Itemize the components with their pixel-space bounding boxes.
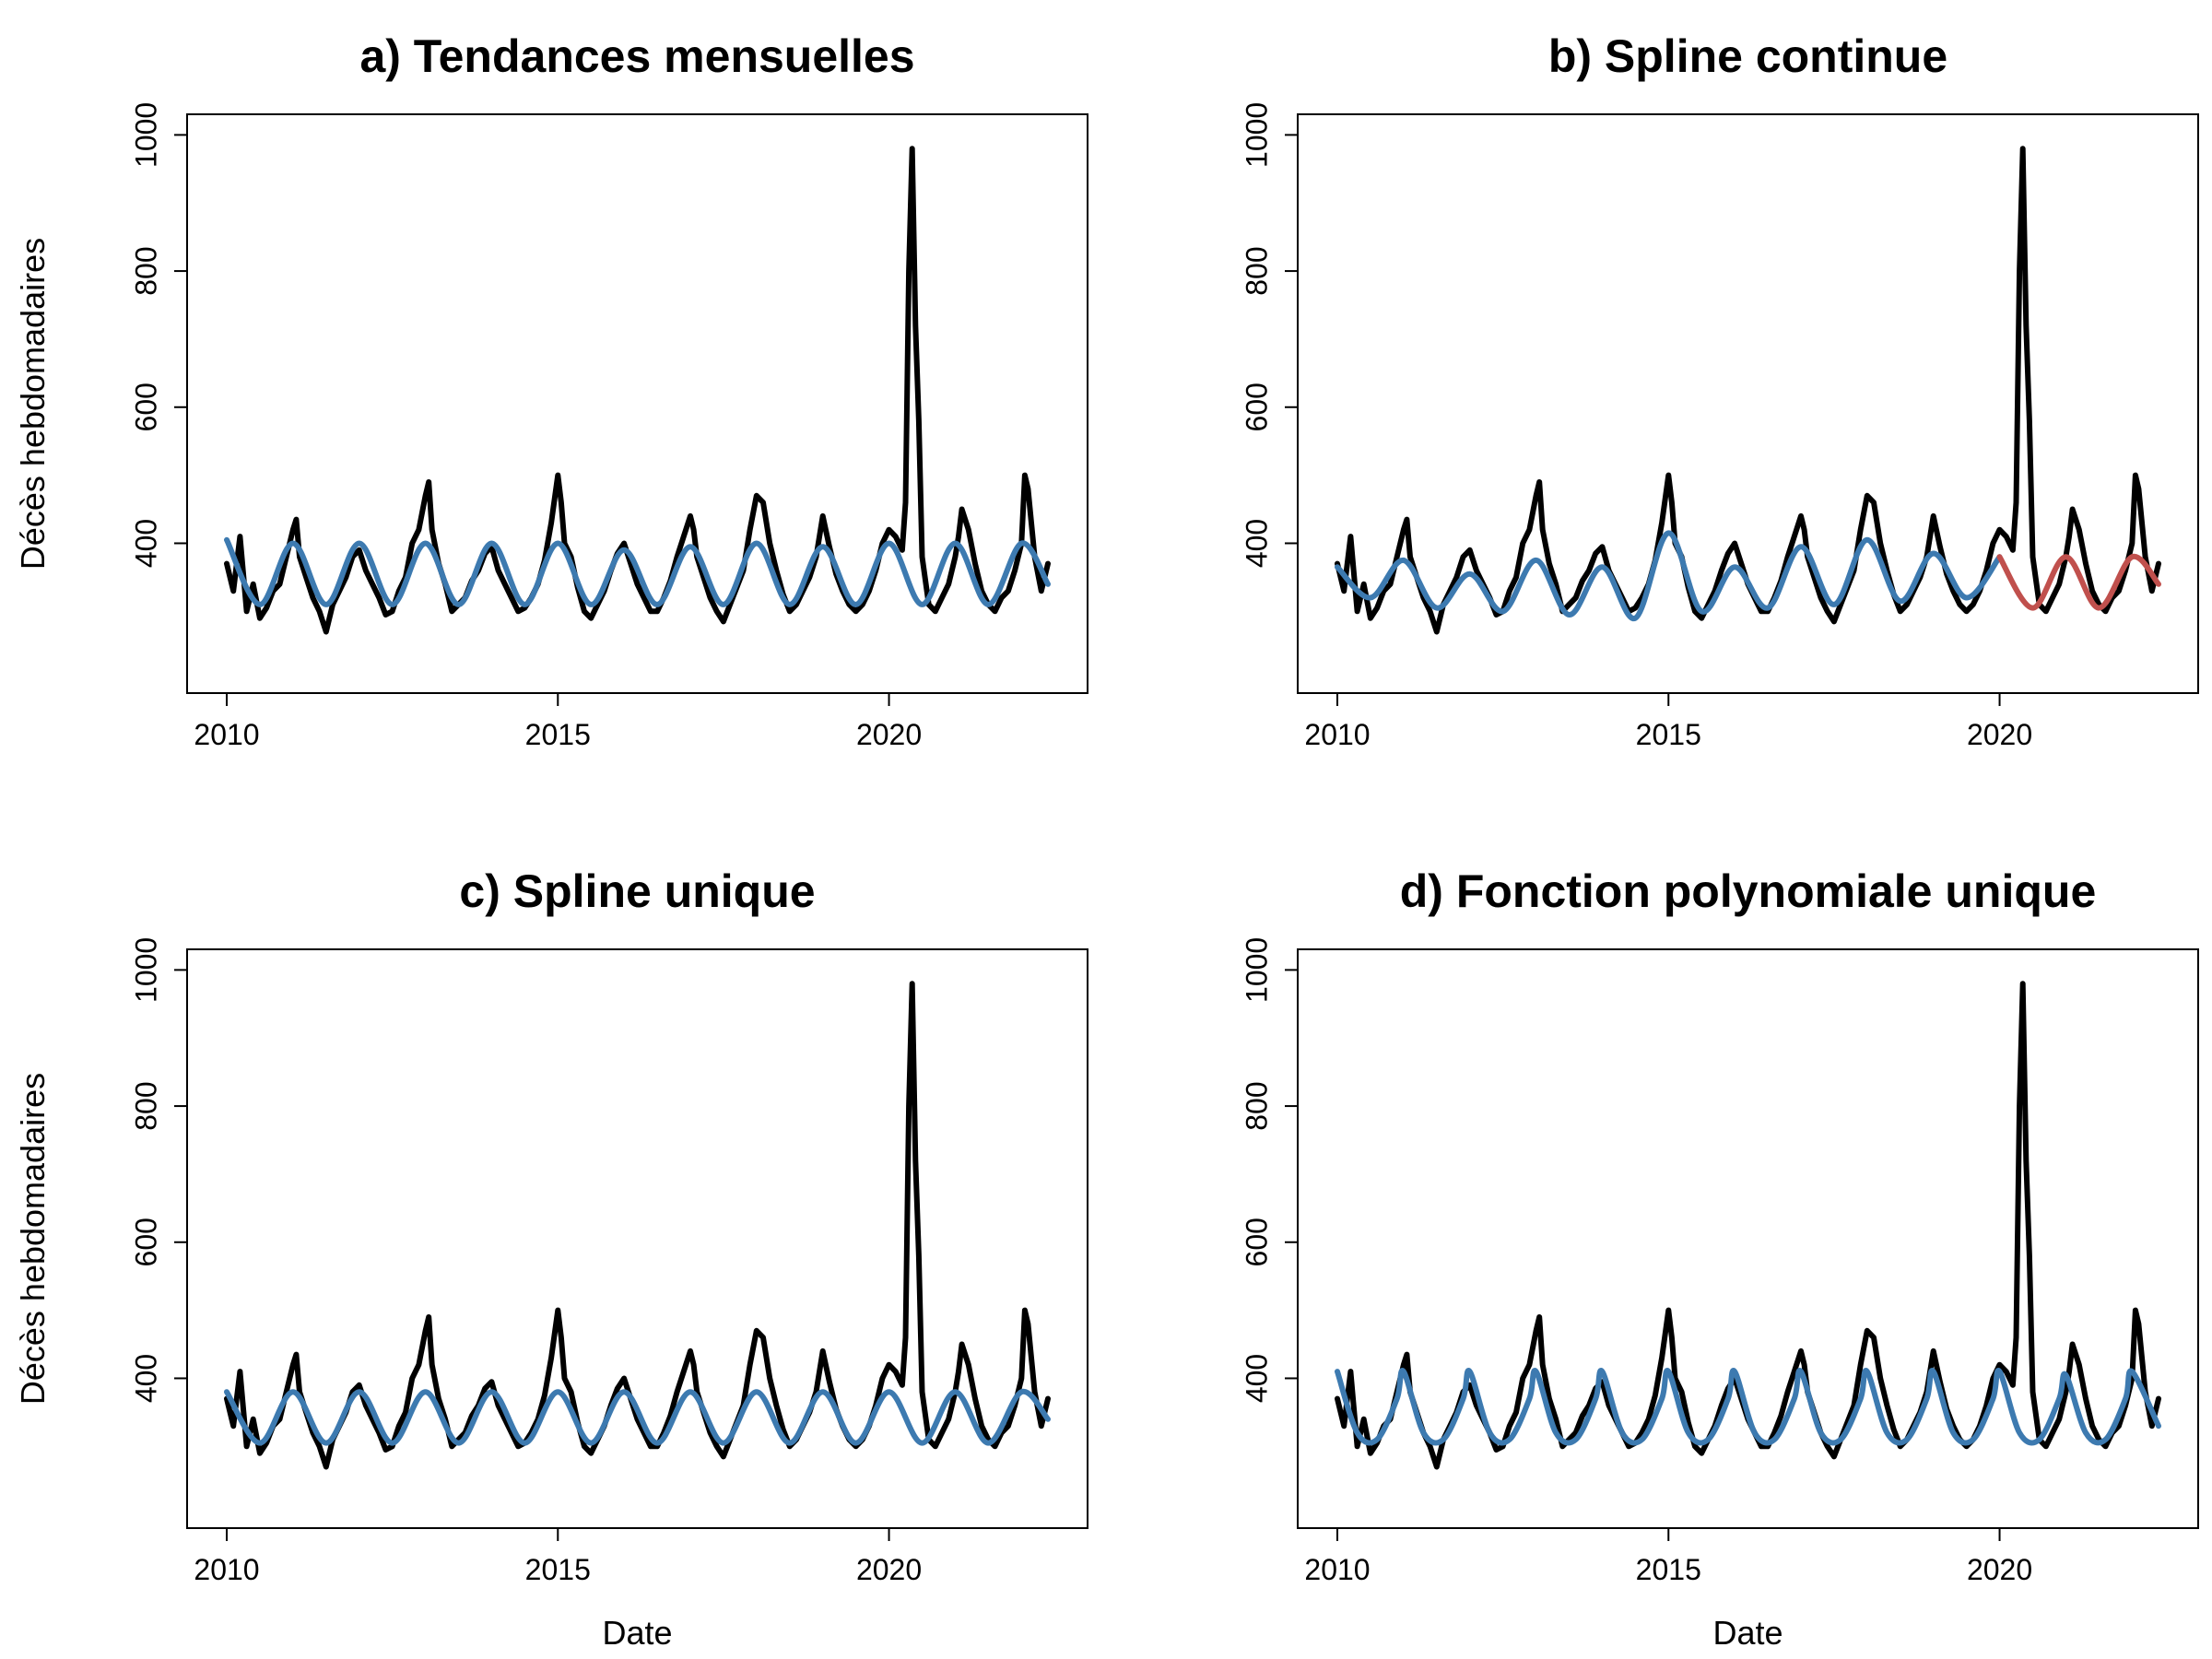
plot-frame <box>1297 113 2199 694</box>
y-tick-label: 800 <box>1240 1081 1273 1130</box>
series-fit-line <box>224 1389 1051 1446</box>
y-tick-label: 600 <box>129 382 162 431</box>
panel-title: d) Fonction polynomiale unique <box>1400 865 2097 917</box>
series-fit-line <box>1335 1368 2161 1446</box>
panel-a: a) Tendances mensuelles 400 600 800 1000 2010… <box>14 30 1088 751</box>
y-axis-label: Décès hebdomadaires <box>14 238 52 570</box>
y-tick-label: 1000 <box>1240 102 1273 168</box>
x-tick-label: 2015 <box>1636 718 1701 751</box>
y-axis-label: Décès hebdomadaires <box>14 1073 52 1405</box>
y-tick-label: 1000 <box>129 937 162 1003</box>
panel-c: c) Spline unique 400 600 800 1000 2010 2015 202… <box>14 865 1088 1652</box>
y-tick-label: 1000 <box>1240 937 1273 1003</box>
panel-title: c) Spline unique <box>459 865 815 917</box>
x-axis-label: Date <box>1712 1614 1783 1652</box>
x-tick-label: 2020 <box>856 1553 922 1586</box>
x-tick-label: 2015 <box>525 718 591 751</box>
x-tick-label: 2020 <box>1967 1553 2032 1586</box>
x-axis-label: Date <box>602 1614 672 1652</box>
x-tick-label: 2010 <box>1304 1553 1370 1586</box>
series-observed-line <box>1335 146 2161 635</box>
x-tick-label: 2015 <box>525 1553 591 1586</box>
y-tick-label: 600 <box>1240 1218 1273 1266</box>
x-tick-label: 2010 <box>194 1553 259 1586</box>
x-tick-label: 2020 <box>856 718 922 751</box>
x-tick-label: 2010 <box>1304 718 1370 751</box>
plot-frame <box>186 948 1088 1529</box>
panel-b: b) Spline continue 400 600 800 1000 2010 2015 2… <box>1240 30 2199 751</box>
y-tick-label: 400 <box>129 1354 162 1403</box>
plot-frame <box>186 113 1088 694</box>
series-observed-line <box>224 146 1051 635</box>
y-tick-label: 1000 <box>129 102 162 168</box>
series-fit-line <box>224 536 1051 607</box>
series-prediction-line <box>1996 554 2161 611</box>
x-tick-label: 2020 <box>1967 718 2032 751</box>
y-tick-label: 800 <box>1240 246 1273 295</box>
y-tick-label: 800 <box>129 246 162 295</box>
x-tick-label: 2015 <box>1636 1553 1701 1586</box>
y-tick-label: 600 <box>1240 382 1273 431</box>
panel-title: a) Tendances mensuelles <box>359 30 914 82</box>
y-tick-label: 400 <box>1240 1354 1273 1403</box>
series-observed-line <box>224 981 1051 1470</box>
series-observed-line <box>1335 981 2161 1470</box>
y-tick-label: 400 <box>1240 519 1273 568</box>
y-tick-label: 800 <box>129 1081 162 1130</box>
x-tick-label: 2010 <box>194 718 259 751</box>
series-fit-line <box>1335 530 2003 621</box>
plot-frame <box>1297 948 2199 1529</box>
panel-title: b) Spline continue <box>1548 30 1947 82</box>
y-tick-label: 400 <box>129 519 162 568</box>
y-tick-label: 600 <box>129 1218 162 1266</box>
panel-d: d) Fonction polynomiale unique 400 600 800 1… <box>1240 865 2199 1652</box>
